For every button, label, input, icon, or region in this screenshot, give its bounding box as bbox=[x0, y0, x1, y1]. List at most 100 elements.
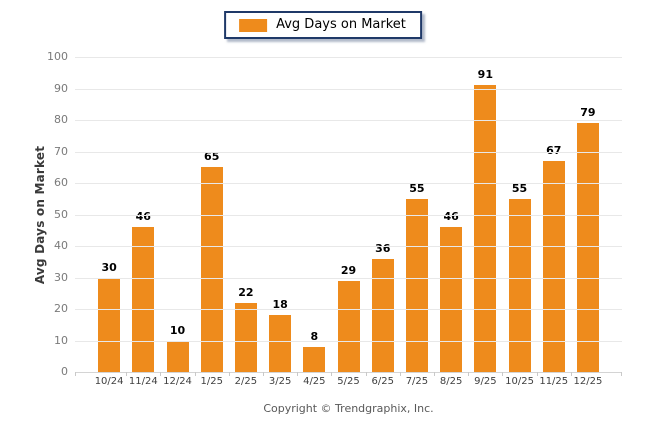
bar-value-label: 67 bbox=[546, 143, 562, 157]
bar-value-label: 65 bbox=[204, 150, 220, 164]
bar-9-25[interactable] bbox=[474, 85, 497, 372]
y-axis-tick-label: 40 bbox=[54, 239, 68, 252]
gridline bbox=[75, 277, 622, 279]
bar-slot: 46 bbox=[434, 57, 468, 372]
x-axis-category-label: 11/25 bbox=[539, 376, 569, 387]
bar-value-label: 22 bbox=[238, 285, 254, 299]
bar-value-label: 55 bbox=[511, 181, 528, 195]
bar-4-25[interactable] bbox=[303, 346, 326, 372]
x-axis-category-label: 9/25 bbox=[474, 376, 497, 387]
x-axis-category-label: 11/24 bbox=[128, 376, 158, 387]
bar-8-25[interactable] bbox=[440, 227, 463, 372]
x-axis-tick bbox=[160, 372, 162, 376]
bar-slot: 67 bbox=[537, 57, 571, 372]
bar-11-24[interactable] bbox=[132, 227, 155, 372]
bar-value-label: 29 bbox=[340, 263, 357, 277]
bar-value-label: 55 bbox=[409, 181, 425, 195]
y-axis-tick-label: 10 bbox=[54, 333, 68, 347]
bar-12-24[interactable] bbox=[166, 340, 189, 372]
x-axis-labels-row: 10/24 11/24 12/24 1/25 2/25 3/25 4/25 5/25 6/25 7… bbox=[92, 376, 605, 387]
y-axis-tick-label: 0 bbox=[61, 365, 68, 378]
x-axis-category-label: 12/25 bbox=[573, 376, 603, 387]
y-axis-tick-label: 70 bbox=[54, 144, 68, 158]
bar-value-label: 8 bbox=[310, 329, 319, 343]
bar-value-label: 18 bbox=[272, 298, 288, 312]
x-axis-category-label: 12/24 bbox=[163, 376, 192, 387]
y-axis-tick-label: 100 bbox=[47, 50, 68, 63]
gridline bbox=[75, 246, 622, 247]
bar-slot: 46 bbox=[126, 57, 160, 372]
x-axis-category-label: 6/25 bbox=[371, 376, 394, 387]
x-axis-tick bbox=[297, 372, 299, 376]
bar-5-25[interactable] bbox=[337, 280, 360, 372]
bar-value-label: 46 bbox=[443, 210, 459, 224]
y-axis-tick-label: 50 bbox=[54, 207, 68, 221]
x-axis-category-label: 10/25 bbox=[505, 376, 534, 387]
x-axis-category-label: 2/25 bbox=[234, 376, 258, 387]
bar-2-25[interactable] bbox=[234, 302, 257, 372]
x-axis-tick bbox=[75, 372, 76, 376]
y-axis-tick-label: 30 bbox=[54, 270, 68, 284]
bar-slot: 55 bbox=[400, 57, 434, 372]
x-axis-category-label: 1/25 bbox=[200, 376, 223, 387]
x-axis-tick bbox=[468, 372, 470, 376]
legend[interactable]: Avg Days on Market bbox=[224, 11, 422, 40]
bar-1-25[interactable] bbox=[200, 167, 223, 372]
x-axis-category-label: 10/24 bbox=[94, 376, 124, 387]
gridline bbox=[75, 151, 622, 153]
bar-12-25[interactable] bbox=[576, 123, 599, 372]
gridline bbox=[75, 183, 622, 184]
bar-slot: 65 bbox=[195, 57, 229, 372]
bar-11-25[interactable] bbox=[542, 160, 565, 372]
gridline bbox=[75, 57, 622, 58]
x-axis-tick bbox=[621, 372, 622, 376]
x-axis-tick bbox=[263, 372, 264, 376]
x-axis-tick bbox=[502, 372, 504, 376]
plot-area: 30 46 10 65 22 18 8 29 36 55 46 91 55 67 79 0 10 20 30 40 5… bbox=[47, 51, 622, 378]
legend-series-label: Avg Days on Market bbox=[276, 17, 406, 32]
bar-value-label: 91 bbox=[477, 68, 493, 82]
x-axis-category-label: 4/25 bbox=[303, 376, 326, 387]
bar-value-label: 79 bbox=[580, 106, 596, 120]
bar-value-label: 36 bbox=[375, 241, 391, 255]
bar-7-25[interactable] bbox=[405, 198, 428, 372]
x-axis-tick bbox=[570, 372, 572, 376]
y-axis-tick-label: 80 bbox=[54, 113, 68, 126]
bar-slot: 30 bbox=[92, 57, 126, 372]
bar-value-label: 30 bbox=[101, 260, 117, 274]
x-axis-category-label: 7/25 bbox=[405, 376, 429, 387]
y-axis-tick-label: 90 bbox=[54, 81, 68, 95]
bar-10-25[interactable] bbox=[508, 198, 531, 372]
bar-3-25[interactable] bbox=[269, 315, 292, 372]
x-axis-tick bbox=[434, 372, 435, 376]
bar-slot: 36 bbox=[366, 57, 400, 372]
bar-10-24[interactable] bbox=[98, 277, 121, 372]
bar-value-label: 46 bbox=[135, 210, 151, 224]
bar-slot: 29 bbox=[331, 57, 365, 372]
x-axis-tick bbox=[399, 372, 401, 376]
bar-slot: 55 bbox=[502, 57, 536, 372]
bar-slot: 22 bbox=[229, 57, 263, 372]
x-axis-category-label: 5/25 bbox=[337, 376, 360, 387]
bar-slot: 8 bbox=[297, 57, 331, 372]
x-axis-tick bbox=[331, 372, 333, 376]
x-axis-tick bbox=[228, 372, 230, 376]
bar-slot: 10 bbox=[160, 57, 194, 372]
x-axis-category-label: 3/25 bbox=[268, 376, 292, 387]
gridline bbox=[75, 88, 622, 90]
x-axis-tick bbox=[126, 372, 128, 376]
x-axis-category-label: 8/25 bbox=[439, 376, 463, 387]
gridline bbox=[75, 309, 622, 310]
bar-6-25[interactable] bbox=[371, 258, 394, 372]
bar-slot: 91 bbox=[468, 57, 502, 372]
y-axis-tick-label: 20 bbox=[54, 302, 68, 315]
x-axis-tick bbox=[194, 372, 196, 376]
gridline bbox=[75, 214, 622, 216]
legend-series-swatch-icon bbox=[239, 18, 268, 32]
x-axis-tick bbox=[536, 372, 538, 376]
bar-value-label: 10 bbox=[169, 323, 186, 337]
gridline bbox=[75, 340, 622, 342]
gridline bbox=[75, 120, 622, 121]
bar-slot: 18 bbox=[263, 57, 297, 372]
